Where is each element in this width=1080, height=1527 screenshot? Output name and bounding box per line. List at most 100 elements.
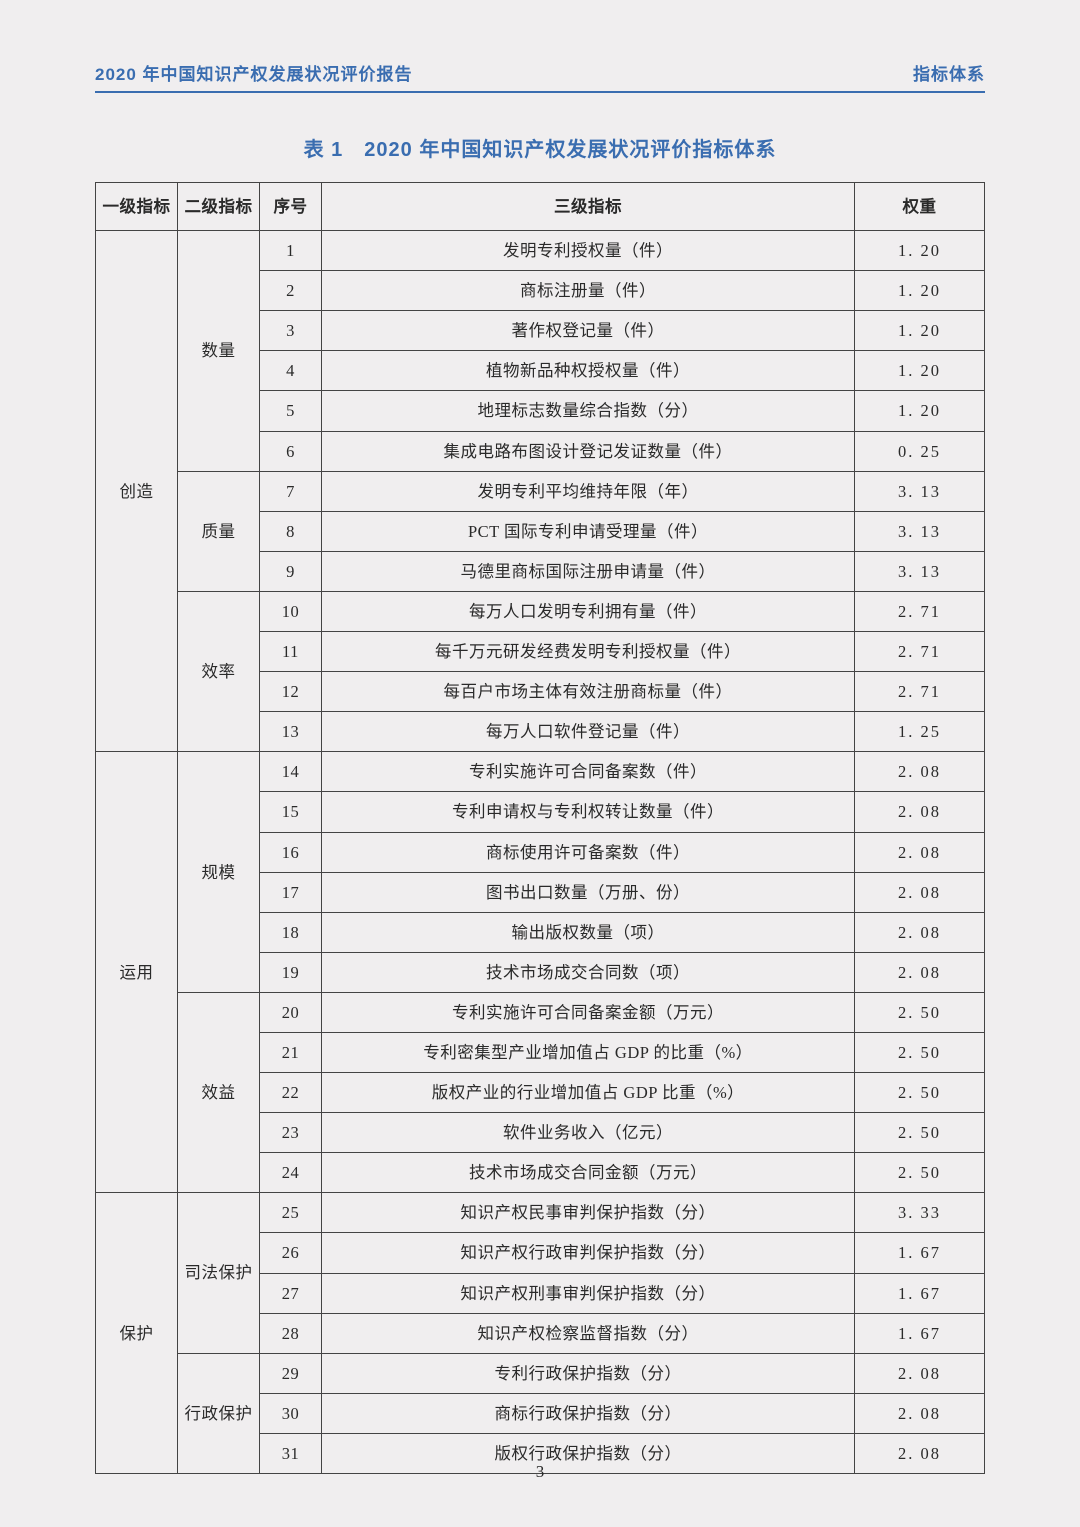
weight-cell: 1. 67: [855, 1273, 985, 1313]
weight-cell: 3. 13: [855, 511, 985, 551]
seq-cell: 2: [260, 271, 322, 311]
level2-cell: 规模: [178, 752, 260, 993]
weight-cell: 1. 20: [855, 311, 985, 351]
level3-cell: 商标注册量（件）: [322, 271, 855, 311]
seq-cell: 29: [260, 1353, 322, 1393]
page-header: 2020 年中国知识产权发展状况评价报告 指标体系: [95, 60, 985, 93]
weight-cell: 2. 08: [855, 872, 985, 912]
col-header-level1: 一级指标: [96, 183, 178, 231]
weight-cell: 1. 67: [855, 1233, 985, 1273]
level1-cell: 运用: [96, 752, 178, 1193]
seq-cell: 27: [260, 1273, 322, 1313]
seq-cell: 18: [260, 912, 322, 952]
level3-cell: 植物新品种权授权量（件）: [322, 351, 855, 391]
weight-cell: 3. 33: [855, 1193, 985, 1233]
table-row: 效益20专利实施许可合同备案金额（万元）2. 50: [96, 992, 985, 1032]
weight-cell: 2. 50: [855, 1113, 985, 1153]
level3-cell: 集成电路布图设计登记发证数量（件）: [322, 431, 855, 471]
level3-cell: 知识产权检察监督指数（分）: [322, 1313, 855, 1353]
seq-cell: 17: [260, 872, 322, 912]
weight-cell: 2. 08: [855, 752, 985, 792]
level3-cell: 发明专利授权量（件）: [322, 231, 855, 271]
weight-cell: 1. 20: [855, 271, 985, 311]
level1-cell: 创造: [96, 231, 178, 752]
col-header-weight: 权重: [855, 183, 985, 231]
weight-cell: 1. 20: [855, 351, 985, 391]
level2-cell: 质量: [178, 471, 260, 591]
level3-cell: 专利实施许可合同备案金额（万元）: [322, 992, 855, 1032]
level3-cell: 专利申请权与专利权转让数量（件）: [322, 792, 855, 832]
seq-cell: 20: [260, 992, 322, 1032]
table-row: 运用规模14专利实施许可合同备案数（件）2. 08: [96, 752, 985, 792]
level3-cell: 专利密集型产业增加值占 GDP 的比重（%）: [322, 1032, 855, 1072]
level2-cell: 效益: [178, 992, 260, 1192]
seq-cell: 15: [260, 792, 322, 832]
level3-cell: PCT 国际专利申请受理量（件）: [322, 511, 855, 551]
seq-cell: 19: [260, 952, 322, 992]
weight-cell: 1. 67: [855, 1313, 985, 1353]
weight-cell: 1. 25: [855, 712, 985, 752]
seq-cell: 14: [260, 752, 322, 792]
level3-cell: 每万人口软件登记量（件）: [322, 712, 855, 752]
document-page: 2020 年中国知识产权发展状况评价报告 指标体系 表 1 2020 年中国知识…: [0, 0, 1080, 1527]
table-title: 表 1 2020 年中国知识产权发展状况评价指标体系: [95, 133, 985, 162]
level3-cell: 地理标志数量综合指数（分）: [322, 391, 855, 431]
seq-cell: 11: [260, 632, 322, 672]
seq-cell: 5: [260, 391, 322, 431]
weight-cell: 2. 71: [855, 591, 985, 631]
level3-cell: 版权产业的行业增加值占 GDP 比重（%）: [322, 1073, 855, 1113]
table-row: 保护司法保护25知识产权民事审判保护指数（分）3. 33: [96, 1193, 985, 1233]
page-number: 3: [0, 1462, 1080, 1482]
weight-cell: 2. 50: [855, 1153, 985, 1193]
seq-cell: 9: [260, 551, 322, 591]
table-row: 效率10每万人口发明专利拥有量（件）2. 71: [96, 591, 985, 631]
level2-cell: 行政保护: [178, 1353, 260, 1473]
weight-cell: 1. 20: [855, 231, 985, 271]
weight-cell: 2. 71: [855, 632, 985, 672]
level3-cell: 每百户市场主体有效注册商标量（件）: [322, 672, 855, 712]
level3-cell: 商标使用许可备案数（件）: [322, 832, 855, 872]
seq-cell: 3: [260, 311, 322, 351]
level3-cell: 马德里商标国际注册申请量（件）: [322, 551, 855, 591]
weight-cell: 2. 50: [855, 992, 985, 1032]
level3-cell: 知识产权刑事审判保护指数（分）: [322, 1273, 855, 1313]
table-header-row: 一级指标 二级指标 序号 三级指标 权重: [96, 183, 985, 231]
level2-cell: 司法保护: [178, 1193, 260, 1353]
weight-cell: 2. 08: [855, 1393, 985, 1433]
indicator-table: 一级指标 二级指标 序号 三级指标 权重 创造数量1发明专利授权量（件）1. 2…: [95, 182, 985, 1474]
header-left: 2020 年中国知识产权发展状况评价报告: [95, 60, 413, 85]
seq-cell: 7: [260, 471, 322, 511]
seq-cell: 25: [260, 1193, 322, 1233]
weight-cell: 3. 13: [855, 471, 985, 511]
level3-cell: 技术市场成交合同金额（万元）: [322, 1153, 855, 1193]
seq-cell: 28: [260, 1313, 322, 1353]
level3-cell: 软件业务收入（亿元）: [322, 1113, 855, 1153]
seq-cell: 10: [260, 591, 322, 631]
col-header-seq: 序号: [260, 183, 322, 231]
seq-cell: 4: [260, 351, 322, 391]
weight-cell: 0. 25: [855, 431, 985, 471]
seq-cell: 8: [260, 511, 322, 551]
seq-cell: 23: [260, 1113, 322, 1153]
weight-cell: 3. 13: [855, 551, 985, 591]
weight-cell: 1. 20: [855, 391, 985, 431]
level3-cell: 输出版权数量（项）: [322, 912, 855, 952]
seq-cell: 13: [260, 712, 322, 752]
seq-cell: 6: [260, 431, 322, 471]
level3-cell: 每万人口发明专利拥有量（件）: [322, 591, 855, 631]
level3-cell: 专利实施许可合同备案数（件）: [322, 752, 855, 792]
weight-cell: 2. 08: [855, 792, 985, 832]
level3-cell: 知识产权行政审判保护指数（分）: [322, 1233, 855, 1273]
level3-cell: 商标行政保护指数（分）: [322, 1393, 855, 1433]
table-row: 行政保护29专利行政保护指数（分）2. 08: [96, 1353, 985, 1393]
level3-cell: 专利行政保护指数（分）: [322, 1353, 855, 1393]
table-row: 质量7发明专利平均维持年限（年）3. 13: [96, 471, 985, 511]
weight-cell: 2. 50: [855, 1032, 985, 1072]
seq-cell: 30: [260, 1393, 322, 1433]
weight-cell: 2. 08: [855, 1353, 985, 1393]
level3-cell: 技术市场成交合同数（项）: [322, 952, 855, 992]
level2-cell: 效率: [178, 591, 260, 751]
level3-cell: 每千万元研发经费发明专利授权量（件）: [322, 632, 855, 672]
table-row: 创造数量1发明专利授权量（件）1. 20: [96, 231, 985, 271]
col-header-level2: 二级指标: [178, 183, 260, 231]
